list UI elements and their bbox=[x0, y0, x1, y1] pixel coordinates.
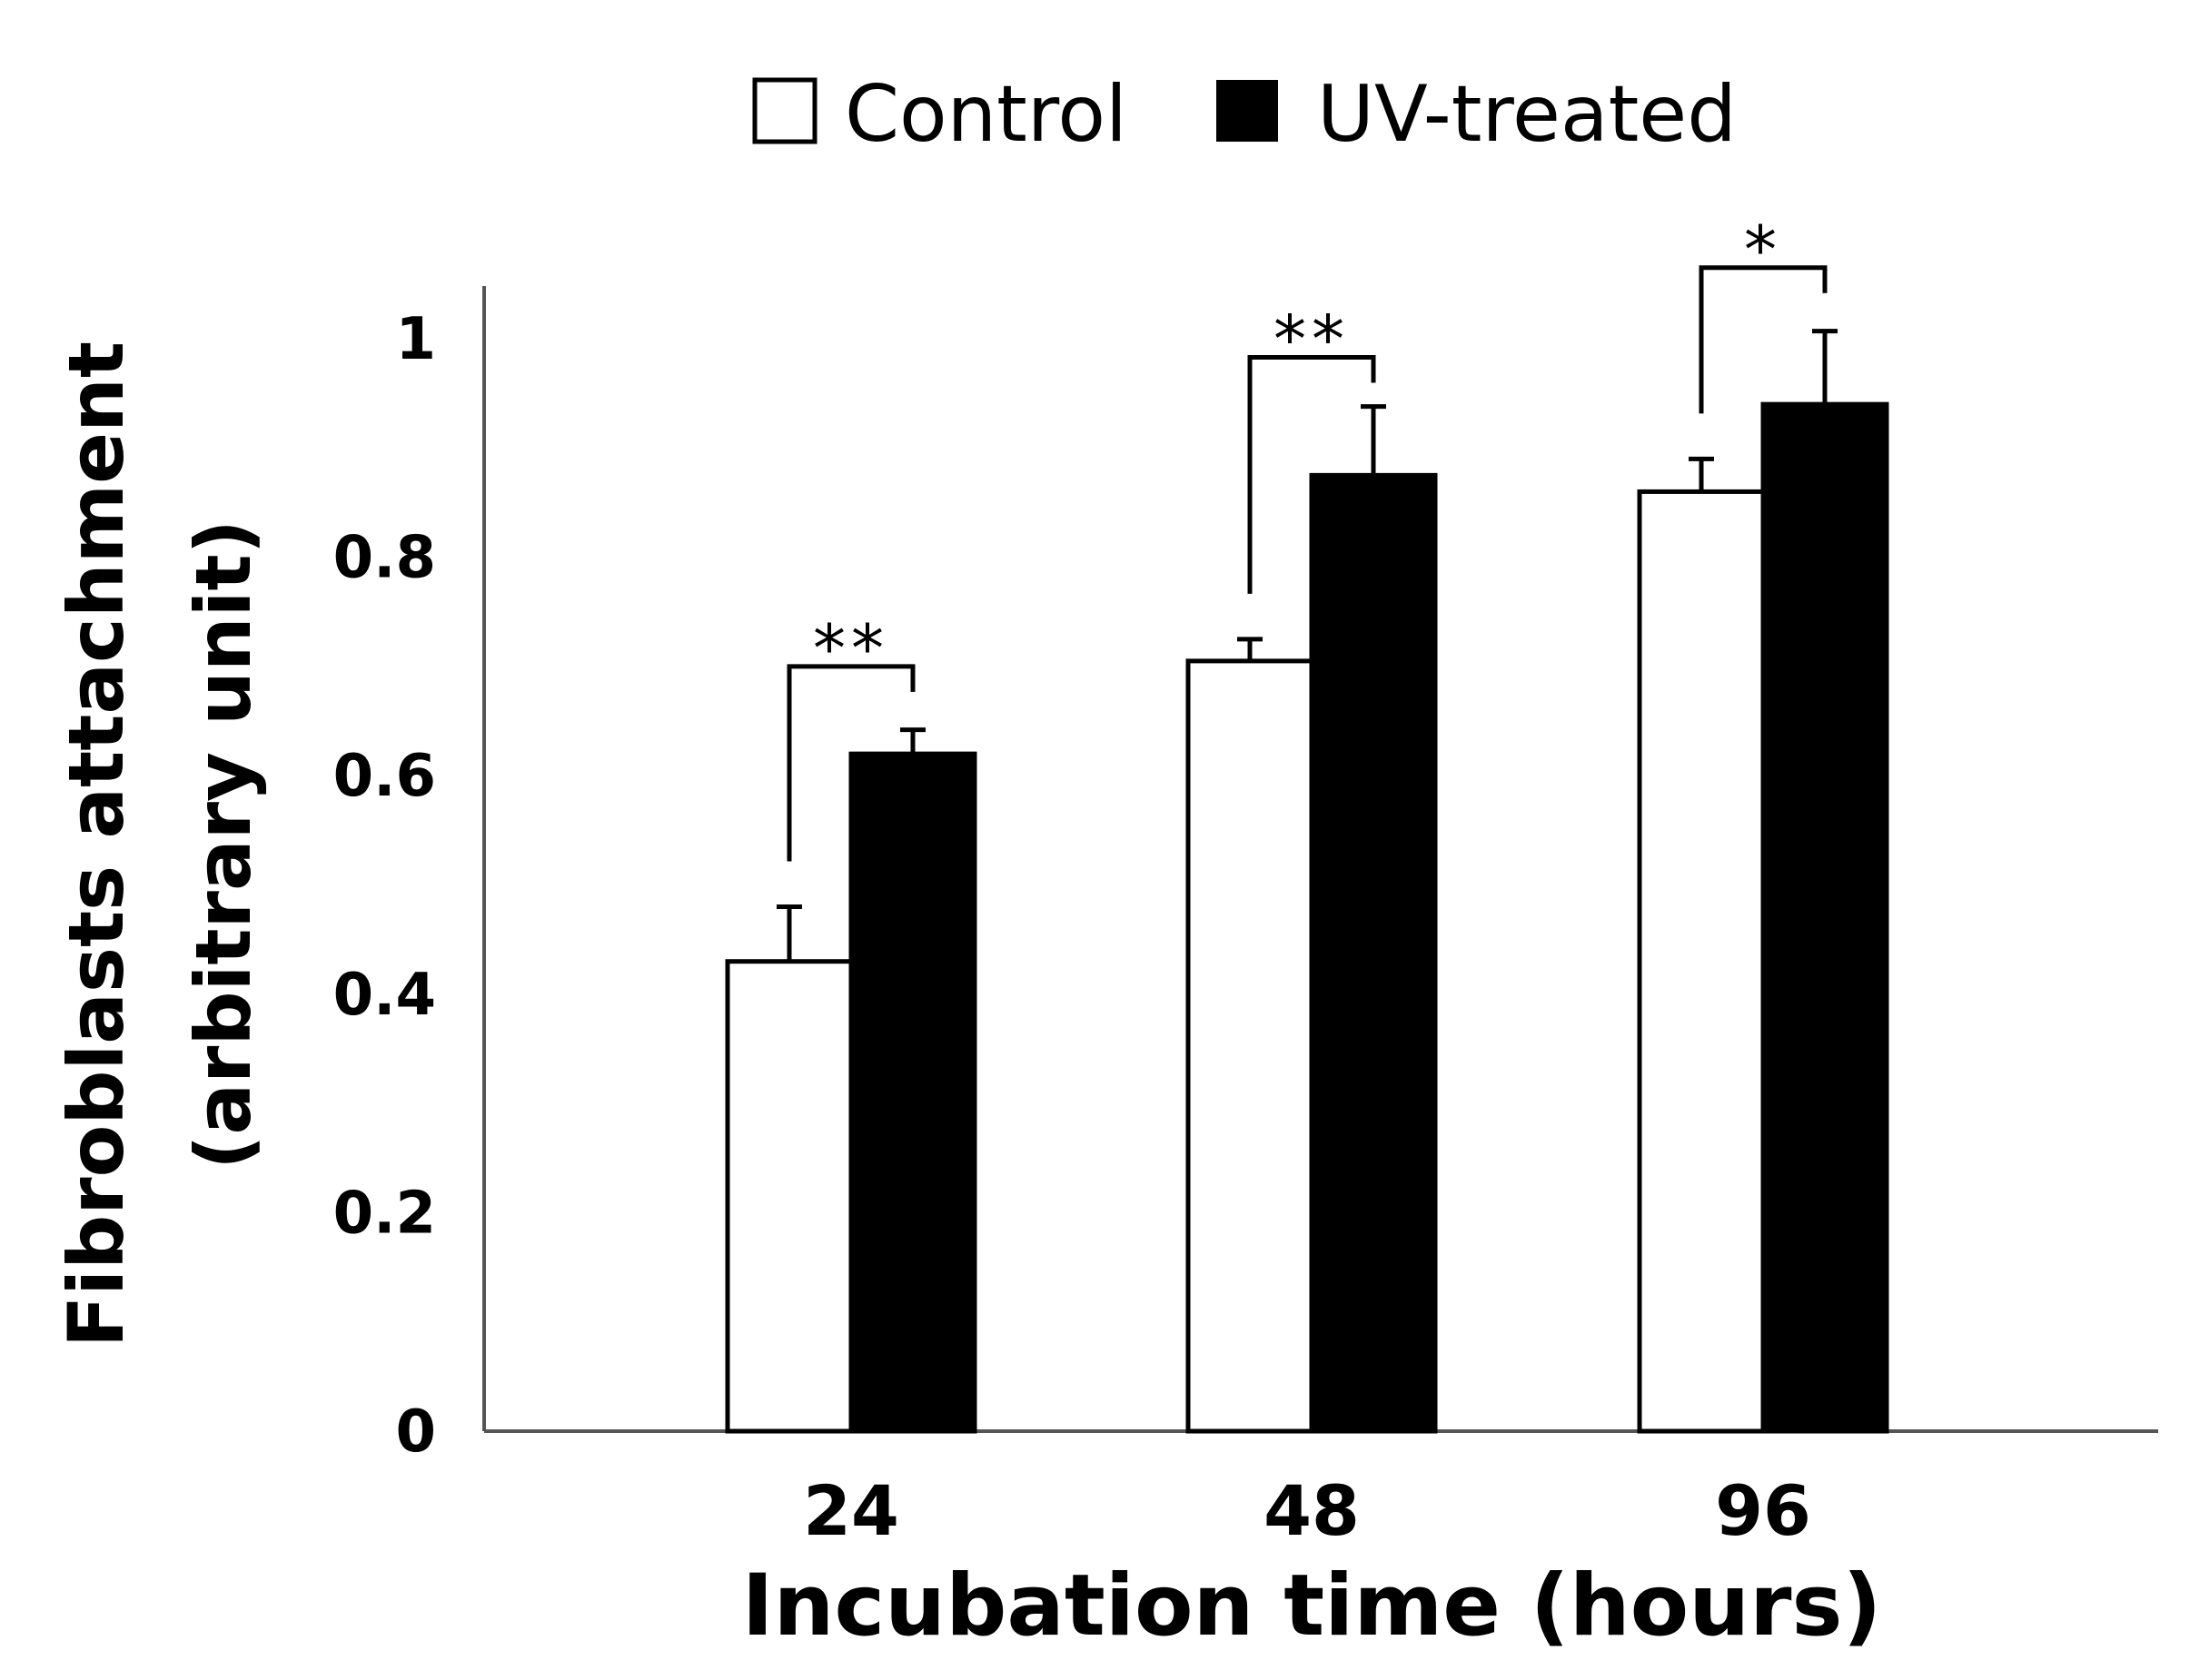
significance-bracket bbox=[1699, 265, 1828, 414]
bar-uv-treated bbox=[1760, 401, 1889, 1434]
x-axis-label: Incubation time (hours) bbox=[742, 1556, 1882, 1655]
legend-swatch-uv-treated bbox=[1216, 80, 1278, 142]
significance-marker: ** bbox=[813, 610, 889, 687]
x-tick-label: 96 bbox=[1715, 1470, 1811, 1551]
y-axis-label: Fibroblasts attachment (arbitrary unit) bbox=[52, 341, 268, 1348]
legend-label-control: Control bbox=[845, 69, 1127, 160]
bar-uv-treated bbox=[848, 751, 977, 1434]
x-tick-label: 48 bbox=[1263, 1470, 1360, 1551]
y-tick-label: 0.2 bbox=[333, 1180, 436, 1247]
bar-control bbox=[725, 959, 854, 1434]
significance-bracket bbox=[787, 664, 916, 862]
legend-swatch-control bbox=[752, 77, 818, 144]
legend: Control UV-treated bbox=[752, 69, 1737, 160]
x-tick-label: 24 bbox=[803, 1470, 899, 1551]
significance-marker: ** bbox=[1273, 301, 1350, 377]
significance-bracket bbox=[1247, 354, 1376, 594]
bar-control bbox=[1637, 489, 1766, 1434]
y-tick-label: 0.8 bbox=[333, 525, 436, 592]
significance-marker: * bbox=[1744, 212, 1782, 288]
y-axis-label-line2: (arbitrary unit) bbox=[179, 519, 268, 1170]
legend-label-uv-treated: UV-treated bbox=[1317, 69, 1737, 160]
bar-uv-treated bbox=[1309, 472, 1438, 1434]
y-tick-label: 0.4 bbox=[333, 962, 436, 1029]
y-tick-label: 0.6 bbox=[333, 743, 436, 810]
y-tick-label: 0 bbox=[395, 1398, 436, 1466]
y-axis-label-line1: Fibroblasts attachment bbox=[52, 341, 141, 1348]
bar-control bbox=[1185, 658, 1314, 1434]
plot-area: 0 0.2 0.4 0.6 0.8 1 24 ** 48 ** 96 * bbox=[333, 212, 2158, 1551]
y-tick-label: 1 bbox=[395, 306, 436, 373]
